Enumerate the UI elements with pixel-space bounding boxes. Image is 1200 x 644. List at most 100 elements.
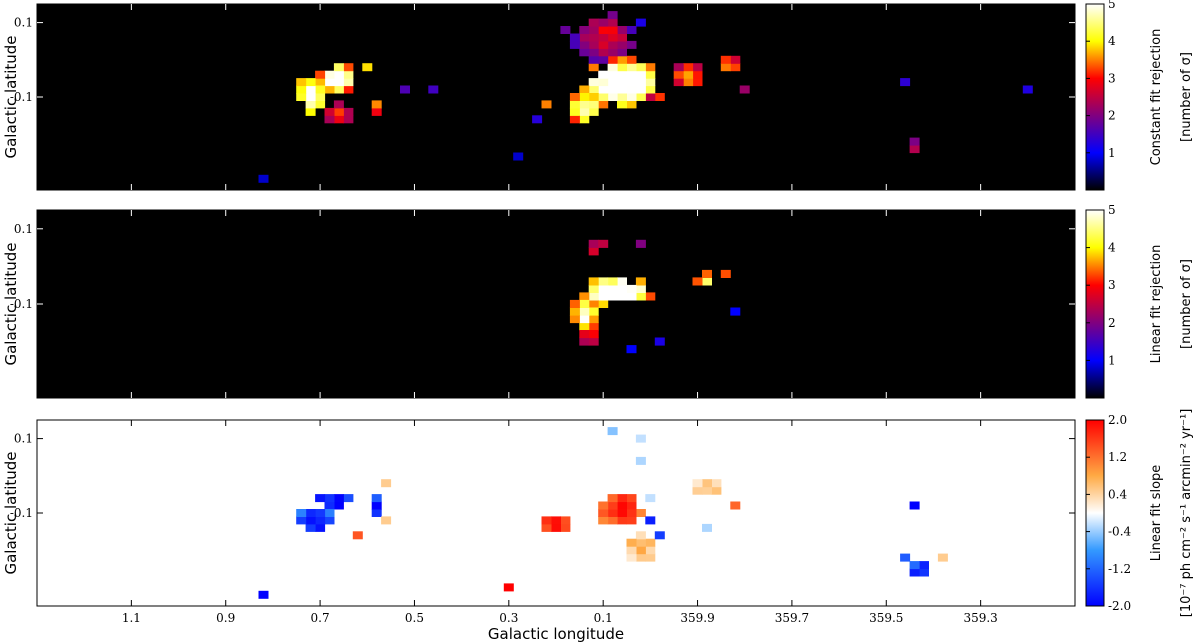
heatmap-cell: [617, 93, 627, 101]
heatmap-cell: [607, 509, 618, 517]
heatmap-cell: [324, 78, 335, 87]
heatmap-cell: [588, 63, 599, 72]
heatmap-cell: [333, 107, 344, 116]
heatmap-cell: [900, 553, 911, 562]
heatmap-cell: [569, 315, 580, 324]
heatmap-cell: [702, 269, 712, 278]
x-tick-label: 0.5: [405, 611, 424, 625]
heatmap-cell: [315, 509, 326, 517]
heatmap-cell: [305, 516, 316, 525]
heatmap-cell: [324, 115, 335, 124]
colorbar-tick-label: 4: [1108, 241, 1116, 255]
heatmap-cell: [702, 479, 712, 488]
heatmap-cell: [579, 26, 590, 34]
heatmap-cell: [598, 277, 609, 286]
heatmap-cell: [626, 63, 637, 72]
heatmap-cell: [645, 546, 656, 555]
heatmap-cell: [909, 561, 920, 570]
heatmap-cell: [635, 456, 646, 465]
heatmap-cell: [400, 85, 410, 94]
colorbar-tick-label: 2: [1108, 316, 1116, 330]
heatmap-cell: [333, 70, 344, 79]
heatmap-cell: [333, 63, 344, 72]
heatmap-cell: [635, 434, 646, 443]
heatmap-cell: [598, 516, 609, 525]
heatmap-cell: [588, 85, 599, 94]
heatmap-cell: [720, 63, 731, 72]
heatmap-cell: [626, 100, 637, 109]
heatmap-cell: [919, 568, 929, 577]
heatmap-cell: [588, 277, 599, 286]
heatmap-cell: [296, 78, 307, 87]
y-tick-label: -0.1: [10, 297, 33, 311]
heatmap-cell: [598, 501, 609, 510]
x-tick-label: 359.7: [775, 611, 809, 625]
heatmap-cell: [579, 322, 590, 331]
heatmap-cell: [588, 48, 599, 57]
heatmap-cell: [513, 152, 524, 161]
heatmap-cell: [315, 93, 326, 101]
heatmap-cell: [588, 40, 599, 49]
heatmap-cell: [296, 516, 307, 525]
colorbar-tick-label: -2.0: [1108, 599, 1131, 613]
heatmap-cell: [683, 63, 694, 72]
heatmap-cell: [588, 322, 599, 331]
heatmap-cell: [673, 70, 684, 79]
heatmap-cell: [626, 292, 637, 301]
heatmap-cell: [560, 523, 571, 532]
heatmap-cell: [588, 330, 599, 339]
heatmap-cell: [305, 78, 316, 87]
colorbar-2-units: [10⁻⁷ ph cm⁻² s⁻¹ arcmin⁻² yr⁻¹]: [1179, 409, 1194, 618]
heatmap-cell: [711, 479, 722, 488]
heatmap-cell: [569, 100, 580, 109]
colorbar-tick-label: 4: [1108, 34, 1116, 48]
x-axis-label: Galactic longitude: [488, 625, 624, 643]
heatmap-cell: [607, 292, 618, 301]
heatmap-cell: [607, 277, 618, 286]
heatmap-cell: [730, 501, 741, 510]
heatmap-cell: [617, 55, 627, 64]
colorbar-2-ticks: -2.0 -1.2 -0.4 0.4 1.2 2.0: [1086, 413, 1132, 613]
heatmap-cell: [607, 78, 618, 87]
heatmap-cell: [683, 78, 694, 87]
heatmap-cell: [617, 48, 627, 57]
heatmap-cell: [626, 345, 637, 354]
heatmap-cell: [635, 63, 646, 72]
heatmap-cell: [626, 284, 637, 293]
colorbar-1-ticks: 1 2 3 4 5: [1086, 203, 1116, 367]
heatmap-cell: [692, 70, 703, 79]
heatmap-cell: [739, 85, 750, 94]
heatmap-cell: [569, 115, 580, 124]
colorbar-0-units: [number of σ]: [1179, 52, 1194, 142]
heatmap-cell: [343, 78, 354, 87]
heatmap-cell: [579, 337, 590, 346]
heatmap-cell: [343, 85, 354, 94]
colorbar-tick-label: 3: [1108, 278, 1116, 292]
heatmap-cell: [702, 523, 712, 532]
heatmap-cell: [343, 63, 354, 72]
heatmap-cell: [579, 100, 590, 109]
heatmap-cell: [607, 85, 618, 94]
heatmap-cell: [635, 70, 646, 79]
heatmap-cell: [645, 85, 656, 94]
heatmap-cell: [541, 523, 552, 532]
heatmap-cell: [315, 523, 326, 532]
heatmap-cell: [428, 85, 439, 94]
heatmap-cell: [579, 292, 590, 301]
x-tick-label: 0.1: [594, 611, 613, 625]
heatmap-cell: [315, 516, 326, 525]
heatmap-cell: [607, 18, 618, 27]
heatmap-cell: [324, 85, 335, 94]
heatmap-cell: [692, 277, 703, 286]
heatmap-cell: [909, 145, 920, 154]
heatmap-cell: [541, 100, 552, 109]
colorbar-2-label: Linear fit slope: [1149, 465, 1164, 562]
panel-constant-fit-rejection: 0.1 -0.1 Galactic latitude 1 2 3 4 5 Constant…: [2, 0, 1194, 191]
panel-2-xticks: [130, 420, 982, 606]
panel-0-yticks: 0.1 -0.1: [10, 16, 1075, 104]
heatmap-cell: [607, 284, 618, 293]
colorbar-tick-label: 1: [1108, 353, 1116, 367]
heatmap-cell: [381, 479, 392, 488]
heatmap-cell: [588, 307, 599, 316]
